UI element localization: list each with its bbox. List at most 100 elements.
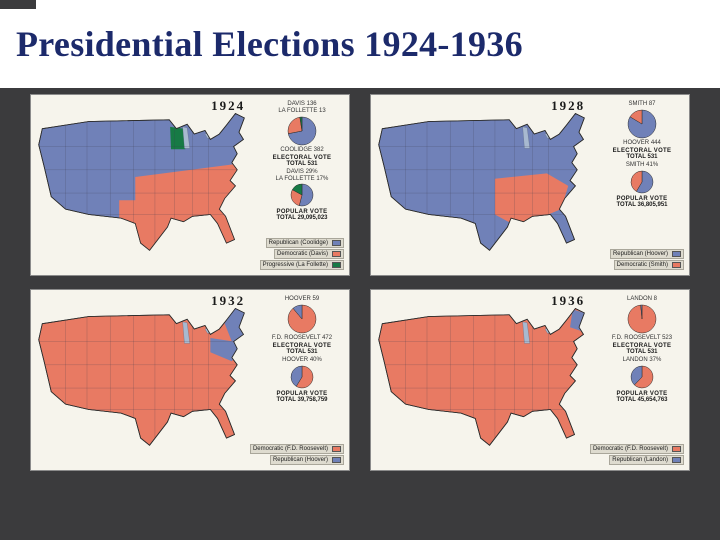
electoral-vote-total: TOTAL 531 bbox=[286, 160, 318, 167]
electoral-winner-label: F.D. ROOSEVELT 523 bbox=[612, 335, 672, 342]
legend-label: Progressive (La Follette) bbox=[262, 262, 328, 268]
panels-grid: 1924 DAVIS 136 LA FOLLETTE 13 COOLIDGE 382 E… bbox=[0, 88, 720, 540]
map-year-title: 1936 bbox=[551, 293, 586, 308]
popular-vote-heading: POPULAR VOTE bbox=[276, 390, 328, 397]
election-panel-1924: 1924 DAVIS 136 LA FOLLETTE 13 COOLIDGE 382 E… bbox=[30, 94, 350, 276]
us-electoral-map-1924 bbox=[35, 99, 257, 273]
popular-vote-heading: POPULAR VOTE bbox=[276, 209, 328, 216]
legend-color-swatch bbox=[672, 457, 681, 463]
popular-pie-callouts: HOOVER 40% bbox=[282, 357, 322, 364]
pie-slice-callout: LANDON 8 bbox=[626, 296, 658, 302]
popular-pie-callouts: LANDON 37% bbox=[623, 357, 662, 364]
legend-label: Democratic (F.D. Roosevelt) bbox=[592, 446, 668, 452]
legend-label: Republican (Landon) bbox=[612, 457, 668, 463]
pie-slice-callout: LANDON 37% bbox=[622, 356, 662, 363]
legend-color-swatch bbox=[672, 251, 681, 257]
popular-vote-pie-chart bbox=[290, 365, 314, 389]
pie-winner-callout: F.D. ROOSEVELT 523 bbox=[611, 334, 673, 341]
pie-winner-callout: COOLIDGE 382 bbox=[280, 146, 324, 153]
pie-slice-callout: DAVIS 29% bbox=[286, 168, 318, 175]
pie-slice-callout: HOOVER 59 bbox=[284, 296, 320, 302]
popular-vote-total: TOTAL 39,758,759 bbox=[276, 396, 328, 403]
electoral-vote-pie-chart bbox=[627, 109, 657, 139]
electoral-vote-heading: ELECTORAL VOTE bbox=[612, 342, 672, 349]
slide-header: Presidential Elections 1924-1936 bbox=[0, 0, 720, 88]
pie-slice-callout: SMITH 87 bbox=[628, 101, 656, 107]
panel-body: HOOVER 59 F.D. ROOSEVELT 472 ELECTORAL VOT… bbox=[31, 290, 349, 470]
pie-winner-callout: HOOVER 444 bbox=[623, 139, 661, 146]
popular-vote-pie-chart bbox=[630, 365, 654, 389]
electoral-winner-label: F.D. ROOSEVELT 472 bbox=[272, 335, 332, 342]
popular-vote-pie-chart bbox=[630, 170, 654, 194]
legend-row: Progressive (La Follette) bbox=[259, 260, 344, 270]
pie-slice-callout: LA FOLLETTE 13 bbox=[278, 107, 326, 114]
popular-vote-total: TOTAL 36,805,951 bbox=[616, 201, 668, 208]
panel-body: DAVIS 136 LA FOLLETTE 13 COOLIDGE 382 ELECT… bbox=[31, 95, 349, 275]
slide-title: Presidential Elections 1924-1936 bbox=[16, 24, 523, 64]
legend-color-swatch bbox=[332, 262, 341, 268]
electoral-vote-pie-chart bbox=[287, 116, 317, 146]
legend-color-swatch bbox=[332, 457, 341, 463]
legend-color-swatch bbox=[672, 446, 681, 452]
pie-winner-callout: F.D. ROOSEVELT 472 bbox=[271, 334, 333, 341]
election-panel-1928: 1928 SMITH 87 HOOVER 444 ELECTORAL VOTE TOTA… bbox=[370, 94, 690, 276]
popular-pie-callouts: DAVIS 29% LA FOLLETTE 17% bbox=[276, 169, 329, 183]
electoral-vote-heading: ELECTORAL VOTE bbox=[612, 147, 672, 154]
us-electoral-map-1936 bbox=[375, 294, 597, 468]
legend-color-swatch bbox=[672, 262, 681, 268]
pie-slice-callout: HOOVER 40% bbox=[282, 356, 322, 363]
legend-row: Republican (Hoover) bbox=[609, 249, 684, 259]
legend-label: Republican (Coolidge) bbox=[268, 240, 328, 246]
electoral-pie-callouts: DAVIS 136 LA FOLLETTE 13 bbox=[278, 101, 325, 115]
electoral-pie-callouts: HOOVER 59 bbox=[285, 296, 319, 303]
legend-label: Republican (Hoover) bbox=[272, 457, 328, 463]
map-year-title: 1924 bbox=[211, 98, 246, 113]
popular-vote-pie-chart bbox=[290, 183, 314, 207]
map-legend: Republican (Coolidge) Democratic (Davis) P… bbox=[259, 238, 344, 270]
popular-pie-callouts: SMITH 41% bbox=[626, 162, 658, 169]
legend-row: Democratic (Davis) bbox=[273, 249, 344, 259]
vote-stats: SMITH 87 HOOVER 444 ELECTORAL VOTE TOTAL 53… bbox=[597, 99, 687, 273]
panel-body: SMITH 87 HOOVER 444 ELECTORAL VOTE TOTAL 53… bbox=[371, 95, 689, 275]
electoral-vote-heading: ELECTORAL VOTE bbox=[272, 154, 332, 161]
popular-vote-heading: POPULAR VOTE bbox=[616, 195, 668, 202]
electoral-pie-callouts: LANDON 8 bbox=[627, 296, 657, 303]
popular-vote-total: TOTAL 45,654,763 bbox=[616, 396, 668, 403]
legend-label: Democratic (Davis) bbox=[276, 251, 328, 257]
electoral-pie-callouts: SMITH 87 bbox=[628, 101, 655, 108]
legend-label: Republican (Hoover) bbox=[612, 251, 668, 257]
legend-color-swatch bbox=[332, 240, 341, 246]
legend-row: Democratic (F.D. Roosevelt) bbox=[589, 444, 684, 454]
election-panel-1936: 1936 LANDON 8 F.D. ROOSEVELT 523 ELECTORAL … bbox=[370, 289, 690, 471]
electoral-vote-heading: ELECTORAL VOTE bbox=[272, 342, 332, 349]
corner-notch bbox=[0, 0, 36, 9]
map-year-title: 1932 bbox=[211, 293, 246, 308]
us-electoral-map-1928 bbox=[375, 99, 597, 273]
electoral-vote-total: TOTAL 531 bbox=[626, 348, 658, 355]
vote-stats: DAVIS 136 LA FOLLETTE 13 COOLIDGE 382 ELECT… bbox=[257, 99, 347, 273]
vote-stats: HOOVER 59 F.D. ROOSEVELT 472 ELECTORAL VOT… bbox=[257, 294, 347, 468]
electoral-vote-pie-chart bbox=[627, 304, 657, 334]
map-year-title: 1928 bbox=[551, 98, 586, 113]
legend-color-swatch bbox=[332, 446, 341, 452]
pie-slice-callout: LA FOLLETTE 17% bbox=[275, 175, 329, 182]
electoral-vote-total: TOTAL 531 bbox=[286, 348, 318, 355]
popular-vote-total: TOTAL 29,095,023 bbox=[276, 215, 328, 222]
legend-color-swatch bbox=[332, 251, 341, 257]
pie-slice-callout: DAVIS 136 bbox=[287, 101, 317, 107]
vote-stats: LANDON 8 F.D. ROOSEVELT 523 ELECTORAL VOTE… bbox=[597, 294, 687, 468]
legend-row: Democratic (F.D. Roosevelt) bbox=[249, 444, 344, 454]
map-legend: Republican (Hoover) Democratic (Smith) bbox=[609, 249, 684, 270]
legend-row: Republican (Landon) bbox=[609, 455, 684, 465]
us-electoral-map-1932 bbox=[35, 294, 257, 468]
legend-row: Republican (Coolidge) bbox=[265, 238, 344, 248]
legend-row: Republican (Hoover) bbox=[269, 455, 344, 465]
panel-body: LANDON 8 F.D. ROOSEVELT 523 ELECTORAL VOTE… bbox=[371, 290, 689, 470]
map-legend: Democratic (F.D. Roosevelt) Republican (L… bbox=[589, 444, 684, 465]
popular-vote-heading: POPULAR VOTE bbox=[616, 390, 668, 397]
electoral-vote-total: TOTAL 531 bbox=[626, 153, 658, 160]
electoral-winner-label: HOOVER 444 bbox=[623, 140, 661, 147]
legend-label: Democratic (F.D. Roosevelt) bbox=[252, 446, 328, 452]
legend-row: Democratic (Smith) bbox=[613, 260, 684, 270]
